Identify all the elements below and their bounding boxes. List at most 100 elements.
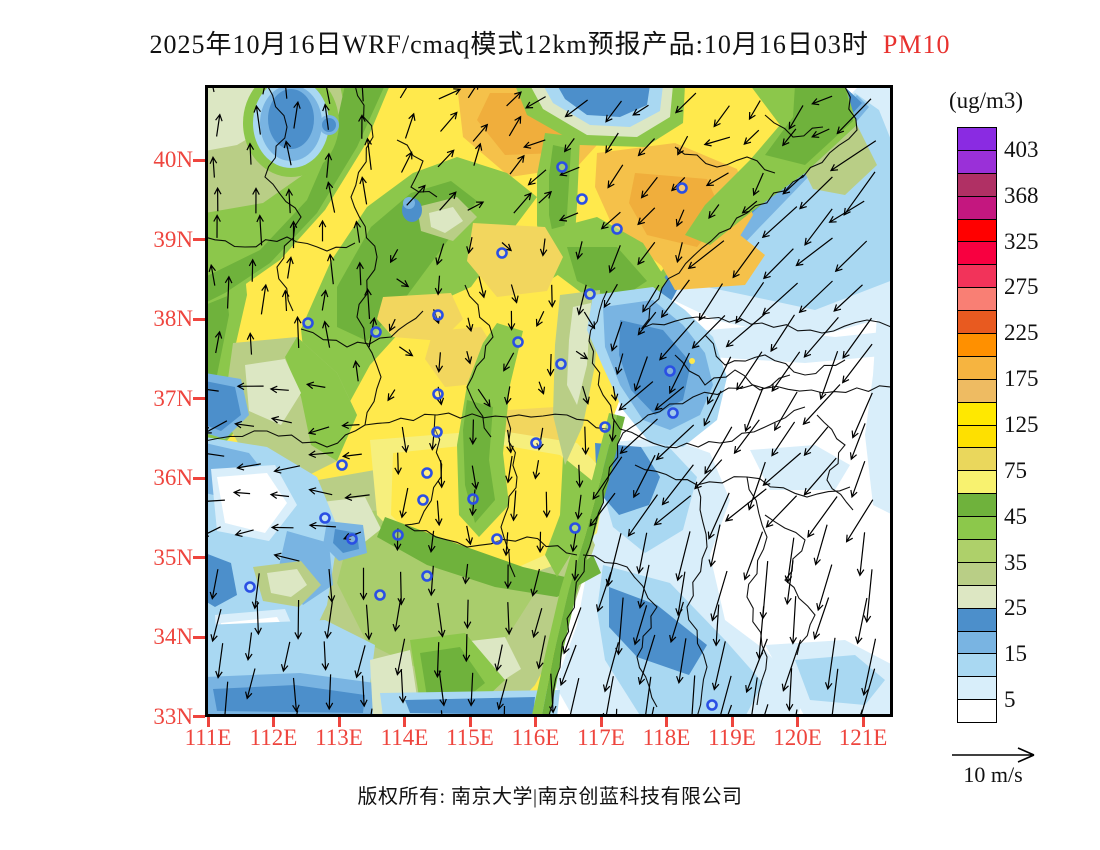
legend-segment-22 — [958, 631, 996, 655]
city-marker — [599, 421, 611, 433]
wind-arrow — [581, 426, 590, 456]
wind-arrow — [785, 668, 794, 712]
wind-arrow — [669, 601, 684, 644]
wind-arrow — [610, 321, 623, 352]
wind-arrow — [359, 675, 368, 708]
wind-arrow — [389, 249, 399, 264]
field-blob — [217, 473, 287, 533]
wind-arrow — [856, 532, 866, 577]
wind-arrow — [660, 279, 690, 319]
wind-arrow — [563, 138, 575, 153]
wind-arrow — [675, 209, 685, 228]
wind-arrow — [322, 320, 331, 348]
legend-value-368: 368 — [1004, 182, 1039, 208]
wind-arrow — [324, 152, 333, 178]
wind-arrow — [761, 206, 798, 239]
wind-arrow — [687, 240, 725, 270]
wind-arrow — [857, 668, 876, 717]
city-marker — [431, 426, 443, 438]
wind-arrow — [677, 135, 689, 156]
wind-arrow — [214, 330, 223, 354]
city-marker — [496, 247, 508, 259]
wind-arrow — [698, 283, 724, 322]
wind-arrow — [863, 569, 873, 624]
border-line — [404, 414, 443, 526]
wind-arrow — [245, 668, 256, 700]
city-marker — [676, 182, 688, 194]
wind-arrow — [211, 85, 215, 93]
wind-arrow — [640, 176, 658, 199]
wind-arrow — [472, 123, 489, 142]
wind-arrow — [861, 638, 877, 697]
wind-arrow — [637, 564, 650, 610]
legend-value-75: 75 — [1004, 457, 1027, 483]
wind-arrow — [356, 261, 364, 286]
lon-label-115E: 115E — [446, 725, 494, 750]
wind-arrow — [719, 675, 732, 717]
wind-arrow — [234, 420, 255, 429]
wind-arrow — [562, 607, 582, 655]
forecast-map — [205, 85, 893, 717]
lon-label-113E: 113E — [315, 725, 363, 750]
wind-arrow — [404, 112, 416, 139]
wind-arrow — [605, 132, 619, 154]
wind-arrow — [394, 638, 406, 676]
field-blob — [567, 247, 647, 301]
wind-arrow — [270, 523, 294, 532]
city-marker — [706, 699, 718, 711]
border-line — [704, 334, 846, 376]
wind-arrow — [774, 391, 798, 432]
page-title: 2025年10月16日WRF/cmaq模式12km预报产品:10月16日03时 P… — [0, 24, 1100, 61]
field-blob — [213, 685, 365, 713]
legend-segment-16 — [958, 494, 996, 518]
wind-arrow — [615, 353, 624, 376]
wind-arrow — [703, 390, 722, 427]
wind-arrow — [803, 457, 837, 496]
wind-arrow — [509, 154, 525, 175]
wind-arrow — [434, 275, 443, 296]
wind-arrow — [215, 643, 224, 679]
city-marker — [346, 533, 358, 545]
border-line — [500, 416, 518, 578]
city-marker — [576, 193, 588, 205]
city-marker — [302, 317, 314, 329]
wind-arrow — [401, 426, 409, 454]
wind-arrow — [535, 311, 545, 328]
wind-arrow — [463, 599, 472, 630]
lon-tick-121E — [861, 717, 865, 727]
wind-arrow — [659, 320, 695, 361]
wind-arrow — [462, 634, 471, 663]
city-marker — [667, 407, 679, 419]
wind-arrow — [600, 211, 621, 230]
lat-tick-37N — [193, 397, 205, 401]
field-blob — [205, 381, 241, 431]
wind-arrow — [828, 200, 865, 223]
legend-value-15: 15 — [1004, 641, 1027, 667]
wind-arrow — [705, 172, 729, 187]
lat-label-33N: 33N — [153, 703, 193, 729]
wind-arrow — [232, 489, 251, 497]
wind-arrow — [748, 100, 761, 121]
lon-tick-113E — [337, 717, 341, 727]
wind-arrow — [610, 386, 619, 402]
city-marker — [569, 522, 581, 534]
legend-units: (ug/m3) — [948, 88, 1024, 113]
wind-arrow — [209, 156, 218, 178]
legend-value-35: 35 — [1004, 549, 1027, 575]
border-line — [674, 146, 776, 174]
wind-arrow — [260, 283, 269, 315]
wind-arrow — [829, 140, 877, 172]
wind-arrow — [466, 236, 474, 255]
wind-arrow — [435, 243, 445, 266]
wind-arrow — [427, 565, 436, 597]
wind-arrow — [434, 500, 443, 527]
city-marker — [374, 589, 386, 601]
wind-arrow — [465, 525, 473, 546]
border-line — [350, 85, 382, 426]
wind-arrow — [784, 560, 794, 606]
wind-arrow — [843, 171, 876, 216]
legend-segment-10 — [958, 356, 996, 380]
wind-arrow — [284, 85, 288, 99]
legend-value-275: 275 — [1004, 274, 1039, 300]
field-blob — [420, 647, 485, 703]
